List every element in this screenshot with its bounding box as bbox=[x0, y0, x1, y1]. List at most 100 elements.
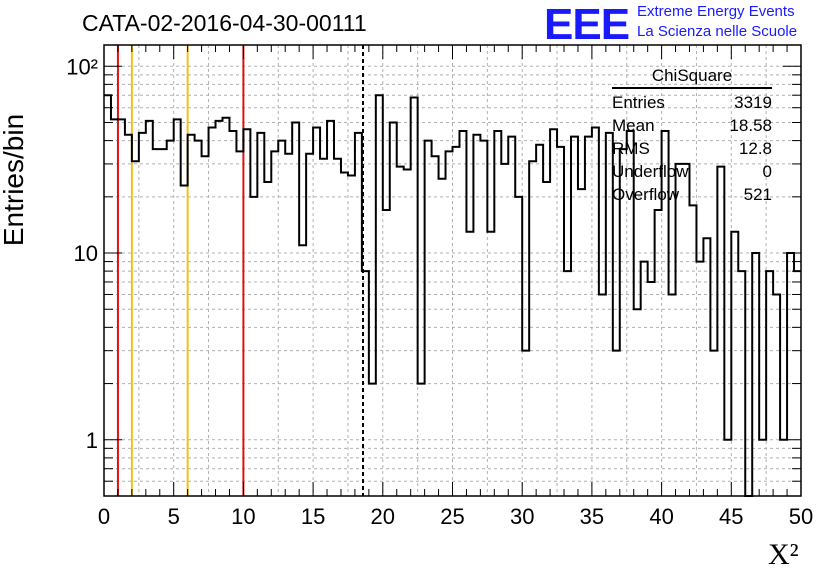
histogram-bin bbox=[104, 95, 111, 496]
histogram-bin bbox=[773, 294, 780, 496]
histogram-bin bbox=[550, 129, 557, 496]
x-tick-label: 5 bbox=[168, 504, 180, 529]
histogram-bin bbox=[494, 131, 501, 496]
x-tick-label: 45 bbox=[719, 504, 743, 529]
histogram-bin bbox=[536, 145, 543, 496]
histogram-bin bbox=[278, 141, 285, 496]
histogram-bin bbox=[480, 141, 487, 496]
histogram-bin bbox=[222, 118, 229, 496]
histogram-bin bbox=[285, 154, 292, 496]
y-tick-label: 1 bbox=[86, 428, 98, 453]
histogram-bin bbox=[425, 141, 432, 496]
stats-label: Underflow bbox=[612, 162, 689, 181]
histogram-bin bbox=[313, 128, 320, 496]
histogram-bin bbox=[613, 351, 620, 496]
eee-logo: EEE bbox=[544, 0, 630, 49]
histogram-bin bbox=[209, 128, 216, 496]
x-tick-label: 30 bbox=[510, 504, 534, 529]
histogram-bin bbox=[229, 131, 236, 496]
x-tick-label: 20 bbox=[371, 504, 395, 529]
histogram-bin bbox=[125, 135, 132, 496]
histogram-bin bbox=[376, 95, 383, 496]
histogram-bin bbox=[592, 128, 599, 496]
histogram-bin bbox=[571, 137, 578, 496]
stats-value: 3319 bbox=[734, 93, 772, 112]
histogram-bin bbox=[696, 262, 703, 496]
stats-label: RMS bbox=[612, 139, 650, 158]
histogram-bin bbox=[341, 172, 348, 496]
histogram-bin bbox=[271, 151, 278, 496]
histogram-bin bbox=[299, 245, 306, 496]
histogram-bin bbox=[634, 309, 641, 496]
histogram-bin bbox=[139, 133, 146, 496]
histogram-bin bbox=[515, 197, 522, 496]
histogram-bin bbox=[160, 149, 167, 496]
x-tick-label: 25 bbox=[440, 504, 464, 529]
stats-box: ChiSquare Entries 3319 Mean 18.58 RMS 12… bbox=[612, 66, 772, 206]
histogram-bin bbox=[397, 167, 404, 496]
x-tick-label: 40 bbox=[649, 504, 673, 529]
histogram-bin bbox=[264, 182, 271, 496]
logo-line-2: La Scienza nelle Scuole bbox=[637, 23, 798, 40]
histogram-bin bbox=[529, 161, 536, 496]
histogram-bin bbox=[752, 253, 759, 496]
stats-row: Overflow 521 bbox=[612, 183, 772, 206]
stats-row: Underflow 0 bbox=[612, 160, 772, 183]
histogram-bin bbox=[432, 156, 439, 496]
logo-line-1: Extreme Energy Events bbox=[637, 3, 795, 20]
histogram-bin bbox=[669, 294, 676, 496]
x-tick-label: 10 bbox=[231, 504, 255, 529]
histogram-bin bbox=[202, 156, 209, 496]
stats-label: Overflow bbox=[612, 185, 680, 204]
histogram-bin bbox=[501, 164, 508, 496]
histogram-bin bbox=[710, 351, 717, 496]
histogram-bin bbox=[453, 147, 460, 496]
histogram-bin bbox=[641, 262, 648, 496]
histogram-bin bbox=[578, 189, 585, 496]
stats-label: Mean bbox=[612, 116, 655, 135]
histogram-bin bbox=[243, 129, 250, 496]
histogram-bin bbox=[236, 151, 243, 496]
histogram-bin bbox=[188, 135, 195, 496]
histogram-bin bbox=[599, 294, 606, 496]
histogram-bin bbox=[717, 167, 724, 496]
histogram-bin bbox=[676, 164, 683, 496]
histogram-bin bbox=[411, 98, 418, 496]
stats-label: Entries bbox=[612, 93, 665, 112]
chart-title: CATA-02-2016-04-30-00111 bbox=[82, 10, 367, 36]
stats-value: 12.8 bbox=[738, 139, 772, 158]
histogram-bin bbox=[250, 197, 257, 496]
histogram-bin bbox=[153, 149, 160, 496]
histogram-bin bbox=[167, 141, 174, 496]
x-tick-label: 0 bbox=[98, 504, 110, 529]
histogram-bin bbox=[446, 151, 453, 496]
stats-title: ChiSquare bbox=[612, 66, 772, 89]
histogram-outline bbox=[104, 94, 801, 497]
histogram-bin bbox=[683, 164, 690, 496]
histogram-bin bbox=[557, 147, 564, 496]
y-tick-label: 10 bbox=[74, 241, 98, 266]
histogram-bin bbox=[473, 135, 480, 496]
y-axis-label: Entries/bin bbox=[0, 113, 29, 247]
histogram-bin bbox=[648, 282, 655, 496]
histogram-bin bbox=[181, 185, 188, 496]
stats-row: Entries 3319 bbox=[612, 91, 772, 114]
histogram-bin bbox=[459, 131, 466, 496]
histogram-bin bbox=[355, 133, 362, 496]
x-tick-label: 35 bbox=[580, 504, 604, 529]
x-axis-label: X² bbox=[768, 538, 799, 571]
histogram-bin bbox=[195, 141, 202, 496]
histogram-bin bbox=[404, 170, 411, 496]
histogram-bin bbox=[508, 137, 515, 496]
histogram-bin bbox=[543, 182, 550, 496]
x-tick-label: 50 bbox=[789, 504, 813, 529]
x-tick-label: 15 bbox=[301, 504, 325, 529]
histogram-bin bbox=[787, 253, 794, 496]
histogram-bin bbox=[522, 351, 529, 496]
y-tick-label: 10² bbox=[66, 54, 98, 79]
stats-value: 18.58 bbox=[729, 116, 772, 135]
histogram-bin bbox=[585, 137, 592, 496]
histogram-bin bbox=[306, 154, 313, 496]
stats-value: 521 bbox=[743, 185, 772, 204]
